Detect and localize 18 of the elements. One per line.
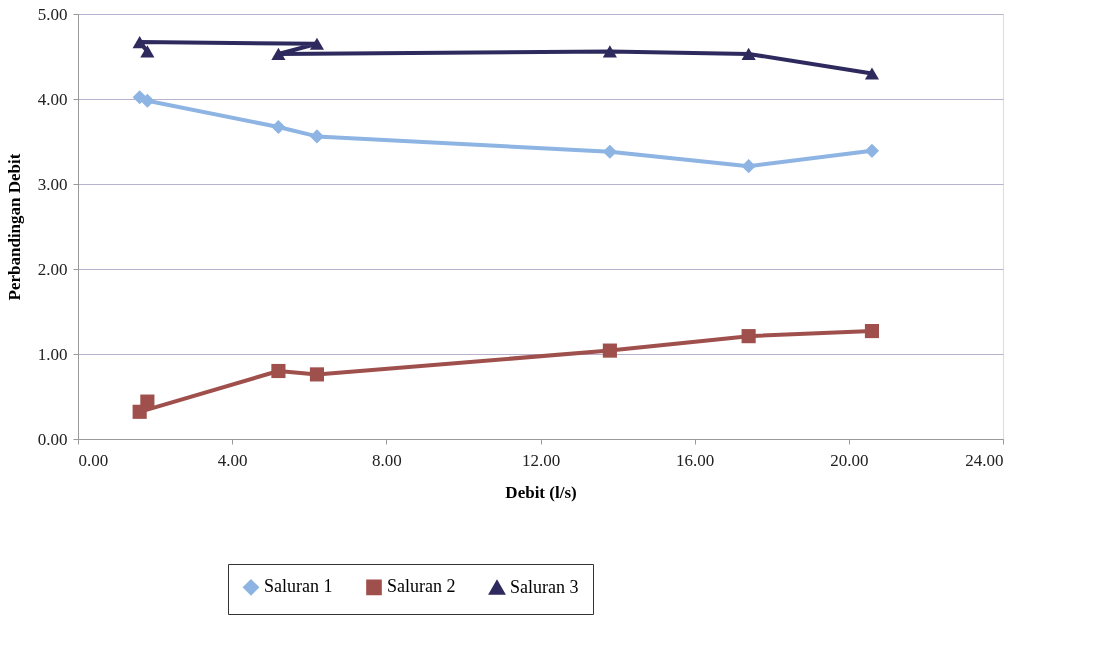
x-tick-label: 4.00	[217, 450, 248, 470]
y-tick-label: 3.00	[37, 174, 68, 194]
y-tick-label: 1.00	[37, 344, 68, 364]
x-tick-label: 12.00	[521, 450, 561, 470]
legend-label: Saluran 2	[387, 576, 456, 597]
y-tick-label: 4.00	[37, 89, 68, 109]
x-tick-label: 16.00	[676, 450, 715, 470]
x-axis-title: Debit (l/s)	[505, 482, 577, 502]
y-tick-label: 0.00	[37, 429, 68, 449]
x-tick-label: 20.00	[830, 450, 869, 470]
y-axis-title: Perbandingan Debit	[4, 153, 24, 301]
y-tick-label: 5.00	[37, 4, 68, 24]
x-tick-label: 8.00	[371, 450, 402, 470]
legend-label: Saluran 1	[264, 576, 333, 597]
x-tick-label: 24.00	[965, 450, 1004, 470]
x-tick-label: 0.00	[78, 450, 109, 470]
y-tick-label: 2.00	[37, 259, 68, 279]
legend-label: Saluran 3	[510, 576, 579, 597]
